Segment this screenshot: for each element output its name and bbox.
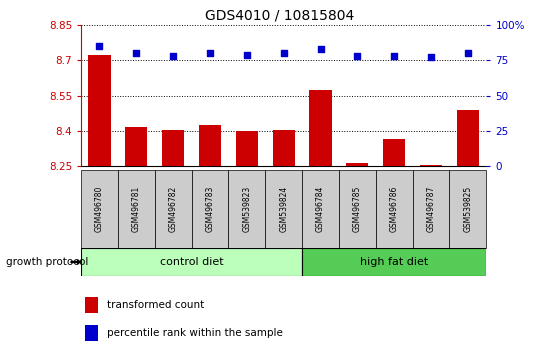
Bar [457,110,479,166]
Bar [85,297,98,313]
Bar [302,170,339,248]
Point [316,46,325,52]
Text: transformed count: transformed count [107,300,205,310]
Text: GSM496783: GSM496783 [206,185,215,232]
Bar [85,325,98,341]
Bar [449,170,486,248]
Text: GSM496781: GSM496781 [132,186,141,232]
Point [279,50,288,56]
Bar [125,127,148,166]
Text: growth protocol: growth protocol [6,257,88,267]
Point [427,55,435,60]
Bar [310,90,331,166]
Text: GSM539823: GSM539823 [243,186,252,232]
Bar [413,170,449,248]
Bar [339,170,376,248]
Bar [302,248,486,276]
Text: control diet: control diet [160,257,224,267]
Bar [118,170,155,248]
Bar [266,170,302,248]
Point [169,53,178,59]
Point [206,50,215,56]
Bar [81,170,118,248]
Bar [273,130,295,166]
Bar [229,170,266,248]
Point [353,53,362,59]
Point [463,50,472,56]
Bar [383,139,405,166]
Point [95,43,104,49]
Point [132,50,141,56]
Bar [81,248,302,276]
Bar [376,170,413,248]
Text: high fat diet: high fat diet [360,257,428,267]
Bar [420,165,442,166]
Text: GSM496786: GSM496786 [390,185,399,232]
Text: percentile rank within the sample: percentile rank within the sample [107,328,283,338]
Text: GSM539824: GSM539824 [279,186,288,232]
Text: GSM496782: GSM496782 [169,186,178,232]
Bar [88,56,111,166]
Bar [155,170,192,248]
Text: GSM496787: GSM496787 [427,185,435,232]
Bar [192,170,229,248]
Bar [236,131,258,166]
Bar [347,163,368,166]
Text: GDS4010 / 10815804: GDS4010 / 10815804 [205,9,354,23]
Text: GSM496784: GSM496784 [316,185,325,232]
Point [390,53,399,59]
Text: GSM496785: GSM496785 [353,185,362,232]
Bar [199,125,221,166]
Text: GSM539825: GSM539825 [463,186,472,232]
Bar [162,130,184,166]
Text: GSM496780: GSM496780 [95,185,104,232]
Point [243,52,252,57]
